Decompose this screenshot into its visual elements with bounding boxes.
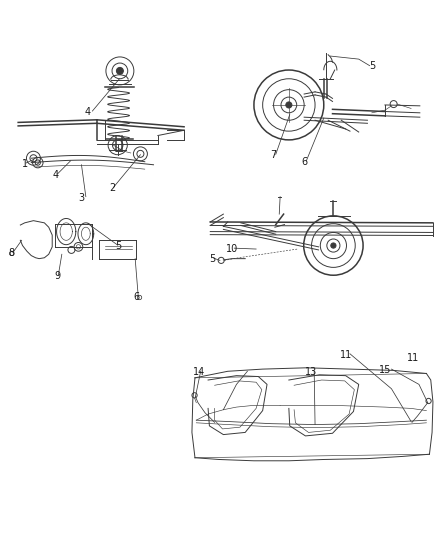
Text: 10: 10 [226, 244, 238, 254]
Circle shape [117, 67, 124, 75]
Circle shape [286, 102, 292, 108]
Text: 13: 13 [304, 367, 317, 377]
Text: 14: 14 [193, 367, 205, 377]
Text: 7: 7 [270, 150, 277, 160]
Text: 11: 11 [339, 350, 352, 360]
Text: 5: 5 [116, 240, 122, 251]
Circle shape [331, 243, 336, 248]
Text: 6: 6 [301, 157, 307, 167]
Text: 8: 8 [9, 248, 14, 259]
Text: 11: 11 [407, 353, 420, 363]
Text: 3: 3 [78, 192, 85, 203]
Text: 1: 1 [21, 159, 28, 169]
Text: 4: 4 [85, 107, 91, 117]
Text: 9: 9 [54, 271, 60, 281]
Text: 4: 4 [52, 170, 58, 180]
Text: 5: 5 [369, 61, 375, 71]
Text: 5: 5 [209, 254, 215, 264]
Text: 15: 15 [379, 365, 391, 375]
Text: 2: 2 [109, 183, 115, 193]
Text: 6: 6 [133, 292, 139, 302]
